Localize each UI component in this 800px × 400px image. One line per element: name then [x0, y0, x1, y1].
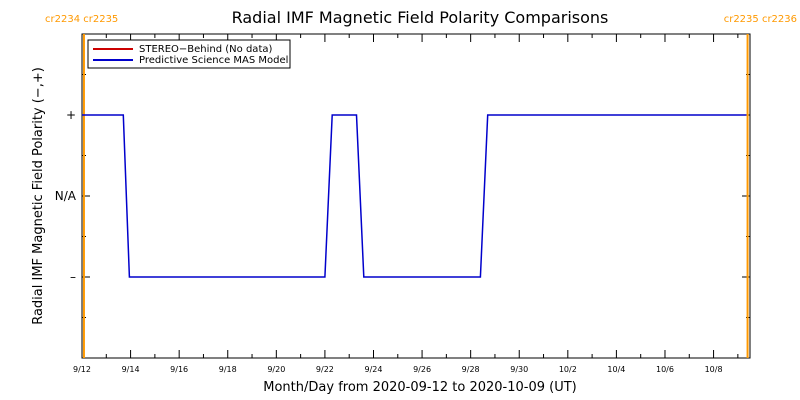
x-tick-label: 9/18	[219, 365, 237, 374]
x-axis: 9/12 9/14 9/16 9/18 9/20 9/22 9/24 9/26 9/28 9/30…	[73, 34, 739, 374]
x-tick-label: 9/30	[510, 365, 528, 374]
x-tick-label: 9/26	[413, 365, 431, 374]
series-line	[82, 114, 747, 278]
chart-title: Radial IMF Magnetic Field Polarity Compa…	[232, 8, 609, 27]
legend-box	[87, 39, 291, 69]
x-tick-label: 10/2	[559, 365, 577, 374]
x-tick-label: 9/22	[316, 365, 334, 374]
x-tick-label: 9/20	[267, 365, 285, 374]
legend-label-mas-model: Predictive Science MAS Model	[139, 55, 288, 66]
y-tick-label: N/A	[55, 189, 77, 203]
x-tick-label: 9/12	[73, 365, 91, 374]
x-tick-label: 10/8	[705, 365, 723, 374]
x-tick-label: 9/24	[365, 365, 383, 374]
y-axis: + N/A –	[55, 74, 750, 318]
y-axis-label: Radial IMF Magnetic Field Polarity (−,+)	[31, 67, 46, 325]
y-tick-label: –	[70, 270, 76, 284]
carrington-markers	[82, 34, 749, 358]
x-axis-label: Month/Day from 2020-09-12 to 2020-10-09 …	[263, 380, 576, 395]
x-tick-label: 10/6	[656, 365, 674, 374]
carrington-marker-labels: cr2234 cr2235 cr2235 cr2236	[45, 14, 797, 25]
plot-frame	[81, 33, 751, 359]
x-tick-label: 9/14	[122, 365, 140, 374]
legend-label-stereo: STEREO−Behind (No data)	[139, 44, 272, 55]
x-tick-label: 10/4	[607, 365, 625, 374]
carrington-marker-label: cr2234 cr2235	[45, 14, 118, 25]
legend: STEREO−Behind (No data) Predictive Scien…	[87, 39, 291, 69]
y-tick-label: +	[66, 108, 76, 122]
series-lines	[82, 114, 747, 278]
carrington-marker-label: cr2235 cr2236	[724, 14, 797, 25]
x-tick-label: 9/28	[462, 365, 480, 374]
x-tick-label: 9/16	[170, 365, 188, 374]
